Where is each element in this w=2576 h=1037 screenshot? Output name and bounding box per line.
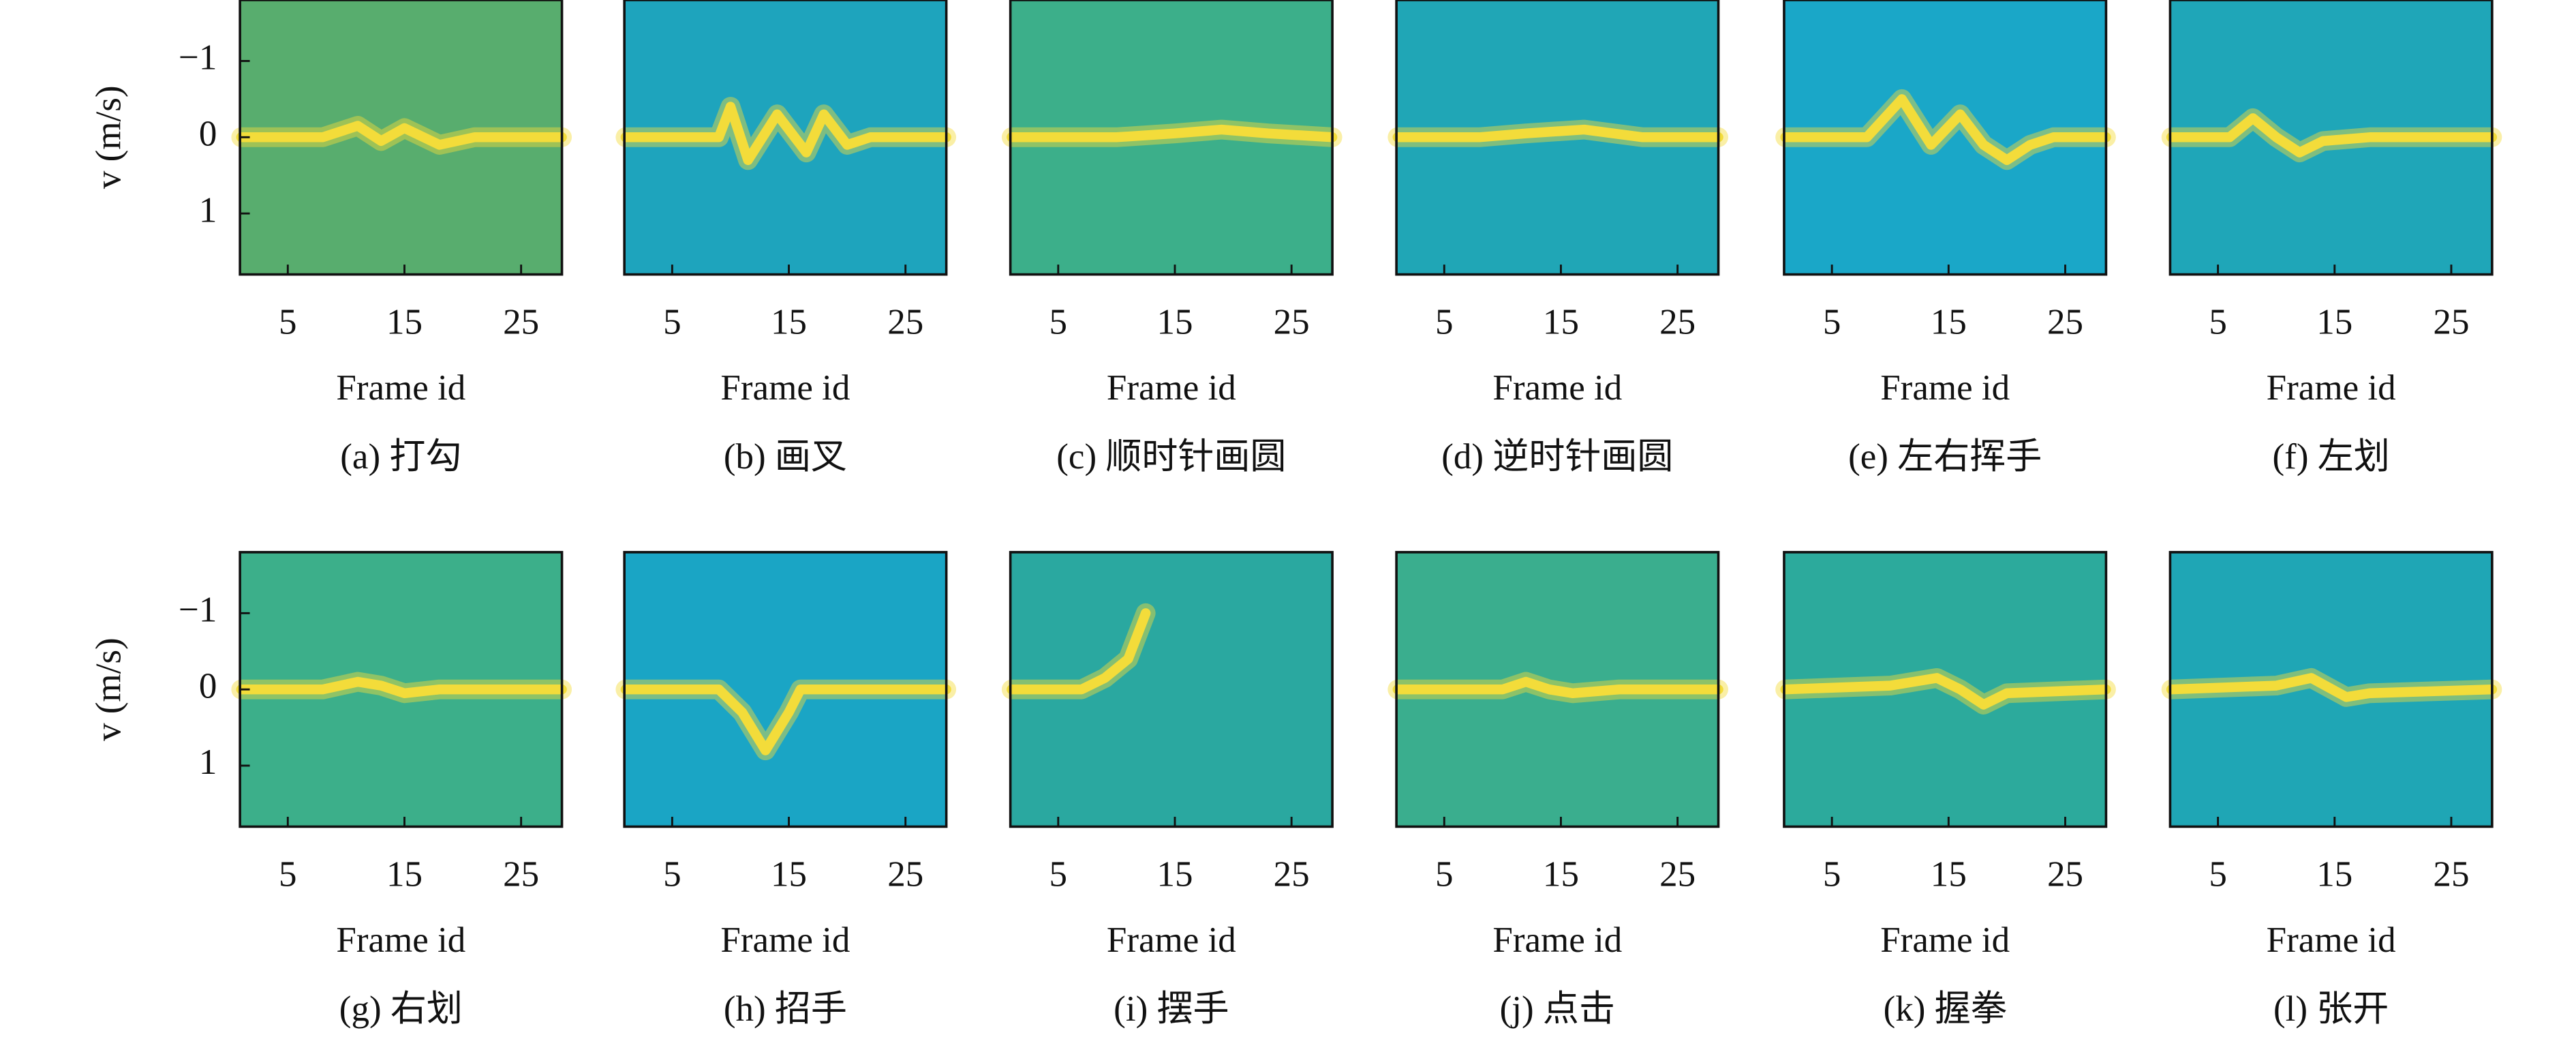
x-axis-label: Frame id: [1107, 920, 1236, 960]
y-axis-label: v (m/s): [89, 85, 128, 189]
ridge-trace: [1780, 673, 2111, 710]
ridge-trace: [236, 676, 567, 699]
x-tick-label: 25: [2047, 302, 2083, 342]
plot-frame: [2168, 551, 2494, 828]
x-tick-label: 5: [1435, 854, 1454, 894]
x-tick-label: 15: [2316, 302, 2352, 342]
x-axis-label: Frame id: [2267, 368, 2396, 408]
x-axis-label: Frame id: [1880, 920, 2010, 960]
panel-caption: (l) 张开: [2273, 989, 2389, 1029]
panel-caption: (i) 摆手: [1114, 989, 1229, 1029]
x-tick-label: 15: [1156, 302, 1193, 342]
panel-caption: (a) 打勾: [340, 437, 461, 477]
x-tick-label: 15: [771, 302, 807, 342]
panel-caption: (f) 左划: [2273, 437, 2390, 477]
x-tick-label: 5: [1435, 302, 1454, 342]
x-tick-label: 15: [1931, 302, 1967, 342]
plot-frame: [2168, 0, 2494, 276]
ridge-trace: [1007, 124, 1338, 142]
ridge-trace: [620, 684, 951, 755]
x-tick-label: 25: [2047, 854, 2083, 894]
x-axis-label: Frame id: [1107, 368, 1236, 408]
x-tick-label: 5: [1823, 302, 1841, 342]
plot-frame: [1395, 0, 1720, 276]
x-tick-label: 5: [1823, 854, 1841, 894]
y-tick-label: −1: [179, 38, 217, 78]
x-tick-label: 25: [1659, 854, 1696, 894]
plot-frame: [1783, 0, 2108, 276]
x-tick-label: 15: [1543, 854, 1579, 894]
x-tick-label: 5: [2209, 302, 2227, 342]
y-axis-label: v (m/s): [89, 637, 128, 741]
x-tick-label: 25: [2433, 854, 2469, 894]
x-tick-label: 5: [279, 854, 297, 894]
plot-frame: [1009, 551, 1334, 828]
x-axis-label: Frame id: [2267, 920, 2396, 960]
x-tick-label: 5: [663, 302, 681, 342]
x-tick-label: 5: [2209, 854, 2227, 894]
y-tick-label: 1: [199, 190, 217, 230]
ridge-trace: [1392, 676, 1723, 699]
panel-caption: (h) 招手: [724, 989, 847, 1029]
ridge-trace: [2166, 673, 2498, 702]
panel-caption: (j) 点击: [1500, 989, 1615, 1029]
x-tick-label: 5: [1049, 302, 1068, 342]
x-tick-label: 15: [386, 854, 423, 894]
x-tick-label: 15: [771, 854, 807, 894]
x-axis-label: Frame id: [1492, 368, 1622, 408]
y-tick-label: −1: [179, 590, 217, 630]
ridge-trace: [2166, 113, 2498, 157]
ridge-trace: [236, 121, 567, 150]
plot-frame: [1783, 551, 2108, 828]
panel-caption: (k) 握拳: [1884, 989, 2007, 1029]
x-tick-label: 25: [1274, 302, 1310, 342]
y-tick-label: 0: [199, 666, 217, 706]
panel-caption: (d) 逆时针画圆: [1441, 437, 1673, 477]
plot-frame: [1395, 551, 1720, 828]
x-axis-label: Frame id: [720, 920, 850, 960]
x-tick-label: 25: [1659, 302, 1696, 342]
y-tick-label: 0: [199, 114, 217, 153]
x-tick-label: 15: [1156, 854, 1193, 894]
x-tick-label: 25: [887, 302, 923, 342]
ridge-trace: [1780, 94, 2111, 166]
x-tick-label: 25: [1274, 854, 1310, 894]
x-tick-label: 15: [2316, 854, 2352, 894]
panel-caption: (b) 画叉: [724, 437, 847, 477]
x-tick-label: 15: [1543, 302, 1579, 342]
plot-frame: [1009, 0, 1334, 276]
x-tick-label: 25: [503, 854, 539, 894]
x-tick-label: 15: [386, 302, 423, 342]
x-tick-label: 25: [503, 302, 539, 342]
panel-caption: (e) 左右挥手: [1848, 437, 2042, 477]
plot-frame: [623, 0, 948, 276]
x-tick-label: 25: [2433, 302, 2469, 342]
x-tick-label: 15: [1931, 854, 1967, 894]
x-tick-label: 5: [279, 302, 297, 342]
x-axis-label: Frame id: [1492, 920, 1622, 960]
panel-caption: (c) 顺时针画圆: [1056, 437, 1286, 477]
plot-frame: [623, 551, 948, 828]
x-axis-label: Frame id: [336, 920, 465, 960]
x-axis-label: Frame id: [1880, 368, 2010, 408]
ridge-trace: [1007, 608, 1151, 695]
panel-caption: (g) 右划: [339, 989, 463, 1029]
x-tick-label: 5: [663, 854, 681, 894]
y-tick-label: 1: [199, 742, 217, 782]
ridge-trace: [620, 102, 951, 166]
x-axis-label: Frame id: [336, 368, 465, 408]
x-tick-label: 25: [887, 854, 923, 894]
x-axis-label: Frame id: [720, 368, 850, 408]
x-tick-label: 5: [1049, 854, 1068, 894]
ridge-trace: [1392, 124, 1723, 142]
